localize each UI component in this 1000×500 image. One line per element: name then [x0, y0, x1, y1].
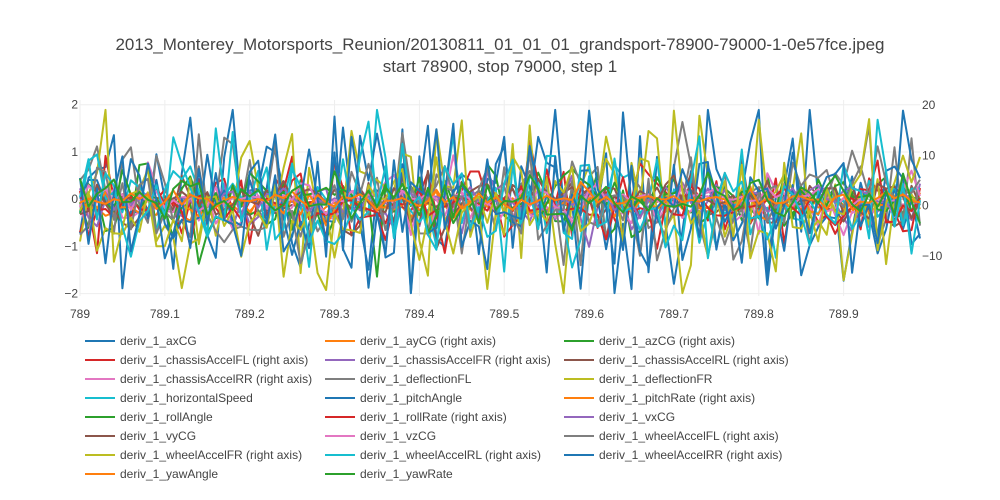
legend-label: deriv_1_rollAngle — [120, 410, 213, 424]
y-axis-left: −2 −1 0 1 2 — [64, 98, 78, 301]
legend-label: deriv_1_azCG (right axis) — [599, 334, 735, 348]
x-tick-label: 789.5 — [489, 307, 519, 321]
legend-item[interactable]: deriv_1_yawAngle — [85, 467, 218, 481]
y-axis-right: −10 0 10 20 — [922, 98, 943, 263]
legend-item[interactable]: deriv_1_deflectionFL — [325, 372, 472, 386]
y-left-tick-label: 2 — [71, 98, 78, 112]
y-left-tick-label: −1 — [64, 239, 78, 253]
legend[interactable]: deriv_1_axCG deriv_1_ayCG (right axis) der… — [85, 334, 789, 481]
x-tick-label: 789.4 — [404, 307, 434, 321]
x-tick-label: 789.1 — [150, 307, 180, 321]
y-left-tick-label: 1 — [71, 145, 78, 159]
legend-label: deriv_1_deflectionFR — [599, 372, 713, 386]
legend-item[interactable]: deriv_1_ayCG (right axis) — [325, 334, 496, 348]
legend-label: deriv_1_pitchRate (right axis) — [599, 391, 755, 405]
legend-item[interactable]: deriv_1_pitchAngle — [325, 391, 462, 405]
legend-item[interactable]: deriv_1_horizontalSpeed — [85, 391, 253, 405]
series-line — [79, 170, 921, 232]
legend-label: deriv_1_pitchAngle — [360, 391, 462, 405]
x-axis: 789 789.1 789.2 789.3 789.4 789.5 789.6 789.7 78… — [70, 307, 859, 321]
legend-label: deriv_1_chassisAccelRL (right axis) — [599, 353, 789, 367]
legend-label: deriv_1_wheelAccelRR (right axis) — [599, 448, 782, 462]
legend-item[interactable]: deriv_1_azCG (right axis) — [564, 334, 735, 348]
series-line — [79, 181, 921, 212]
legend-item[interactable]: deriv_1_wheelAccelRR (right axis) — [564, 448, 782, 462]
x-tick-label: 789.8 — [744, 307, 774, 321]
y-right-tick-label: −10 — [922, 249, 943, 263]
legend-label: deriv_1_yawRate — [360, 467, 453, 481]
legend-label: deriv_1_axCG — [120, 334, 197, 348]
chart-title: 2013_Monterey_Motorsports_Reunion/201308… — [115, 35, 884, 54]
legend-item[interactable]: deriv_1_wheelAccelFL (right axis) — [564, 429, 779, 443]
y-right-tick-label: 0 — [922, 199, 929, 213]
legend-item[interactable]: deriv_1_wheelAccelFR (right axis) — [85, 448, 302, 462]
legend-label: deriv_1_vxCG — [599, 410, 675, 424]
x-tick-label: 789 — [70, 307, 90, 321]
legend-label: deriv_1_chassisAccelRR (right axis) — [120, 372, 312, 386]
legend-label: deriv_1_chassisAccelFL (right axis) — [120, 353, 308, 367]
x-tick-label: 789.6 — [574, 307, 604, 321]
x-tick-label: 789.3 — [320, 307, 350, 321]
series-line — [79, 118, 921, 260]
legend-item[interactable]: deriv_1_yawRate — [325, 467, 453, 481]
legend-item[interactable]: deriv_1_chassisAccelRR (right axis) — [85, 372, 312, 386]
legend-item[interactable]: deriv_1_vyCG — [85, 429, 196, 443]
x-tick-label: 789.7 — [659, 307, 689, 321]
series-line — [79, 109, 921, 289]
legend-item[interactable]: deriv_1_vxCG — [564, 410, 675, 424]
legend-label: deriv_1_chassisAccelFR (right axis) — [360, 353, 551, 367]
y-left-tick-label: 0 — [71, 192, 78, 206]
legend-label: deriv_1_wheelAccelFL (right axis) — [599, 429, 779, 443]
y-left-tick-label: −2 — [64, 287, 78, 301]
legend-item[interactable]: deriv_1_pitchRate (right axis) — [564, 391, 755, 405]
legend-label: deriv_1_ayCG (right axis) — [360, 334, 496, 348]
legend-label: deriv_1_deflectionFL — [360, 372, 472, 386]
legend-label: deriv_1_vyCG — [120, 429, 196, 443]
legend-item[interactable]: deriv_1_chassisAccelFL (right axis) — [85, 353, 308, 367]
plot-area — [79, 108, 921, 295]
legend-label: deriv_1_rollRate (right axis) — [360, 410, 507, 424]
legend-label: deriv_1_vzCG — [360, 429, 436, 443]
legend-label: deriv_1_yawAngle — [120, 467, 218, 481]
y-right-tick-label: 20 — [922, 98, 936, 112]
legend-item[interactable]: deriv_1_deflectionFR — [564, 372, 713, 386]
legend-label: deriv_1_wheelAccelRL (right axis) — [360, 448, 541, 462]
legend-item[interactable]: deriv_1_axCG — [85, 334, 197, 348]
legend-item[interactable]: deriv_1_rollRate (right axis) — [325, 410, 507, 424]
legend-item[interactable]: deriv_1_vzCG — [325, 429, 436, 443]
legend-label: deriv_1_horizontalSpeed — [120, 391, 253, 405]
legend-item[interactable]: deriv_1_chassisAccelFR (right axis) — [325, 353, 551, 367]
legend-label: deriv_1_wheelAccelFR (right axis) — [120, 448, 302, 462]
chart-subtitle: start 78900, stop 79000, step 1 — [383, 57, 617, 76]
legend-item[interactable]: deriv_1_wheelAccelRL (right axis) — [325, 448, 541, 462]
x-tick-label: 789.2 — [235, 307, 265, 321]
legend-item[interactable]: deriv_1_rollAngle — [85, 410, 213, 424]
legend-item[interactable]: deriv_1_chassisAccelRL (right axis) — [564, 353, 789, 367]
x-tick-label: 789.9 — [829, 307, 859, 321]
y-right-tick-label: 10 — [922, 148, 936, 162]
